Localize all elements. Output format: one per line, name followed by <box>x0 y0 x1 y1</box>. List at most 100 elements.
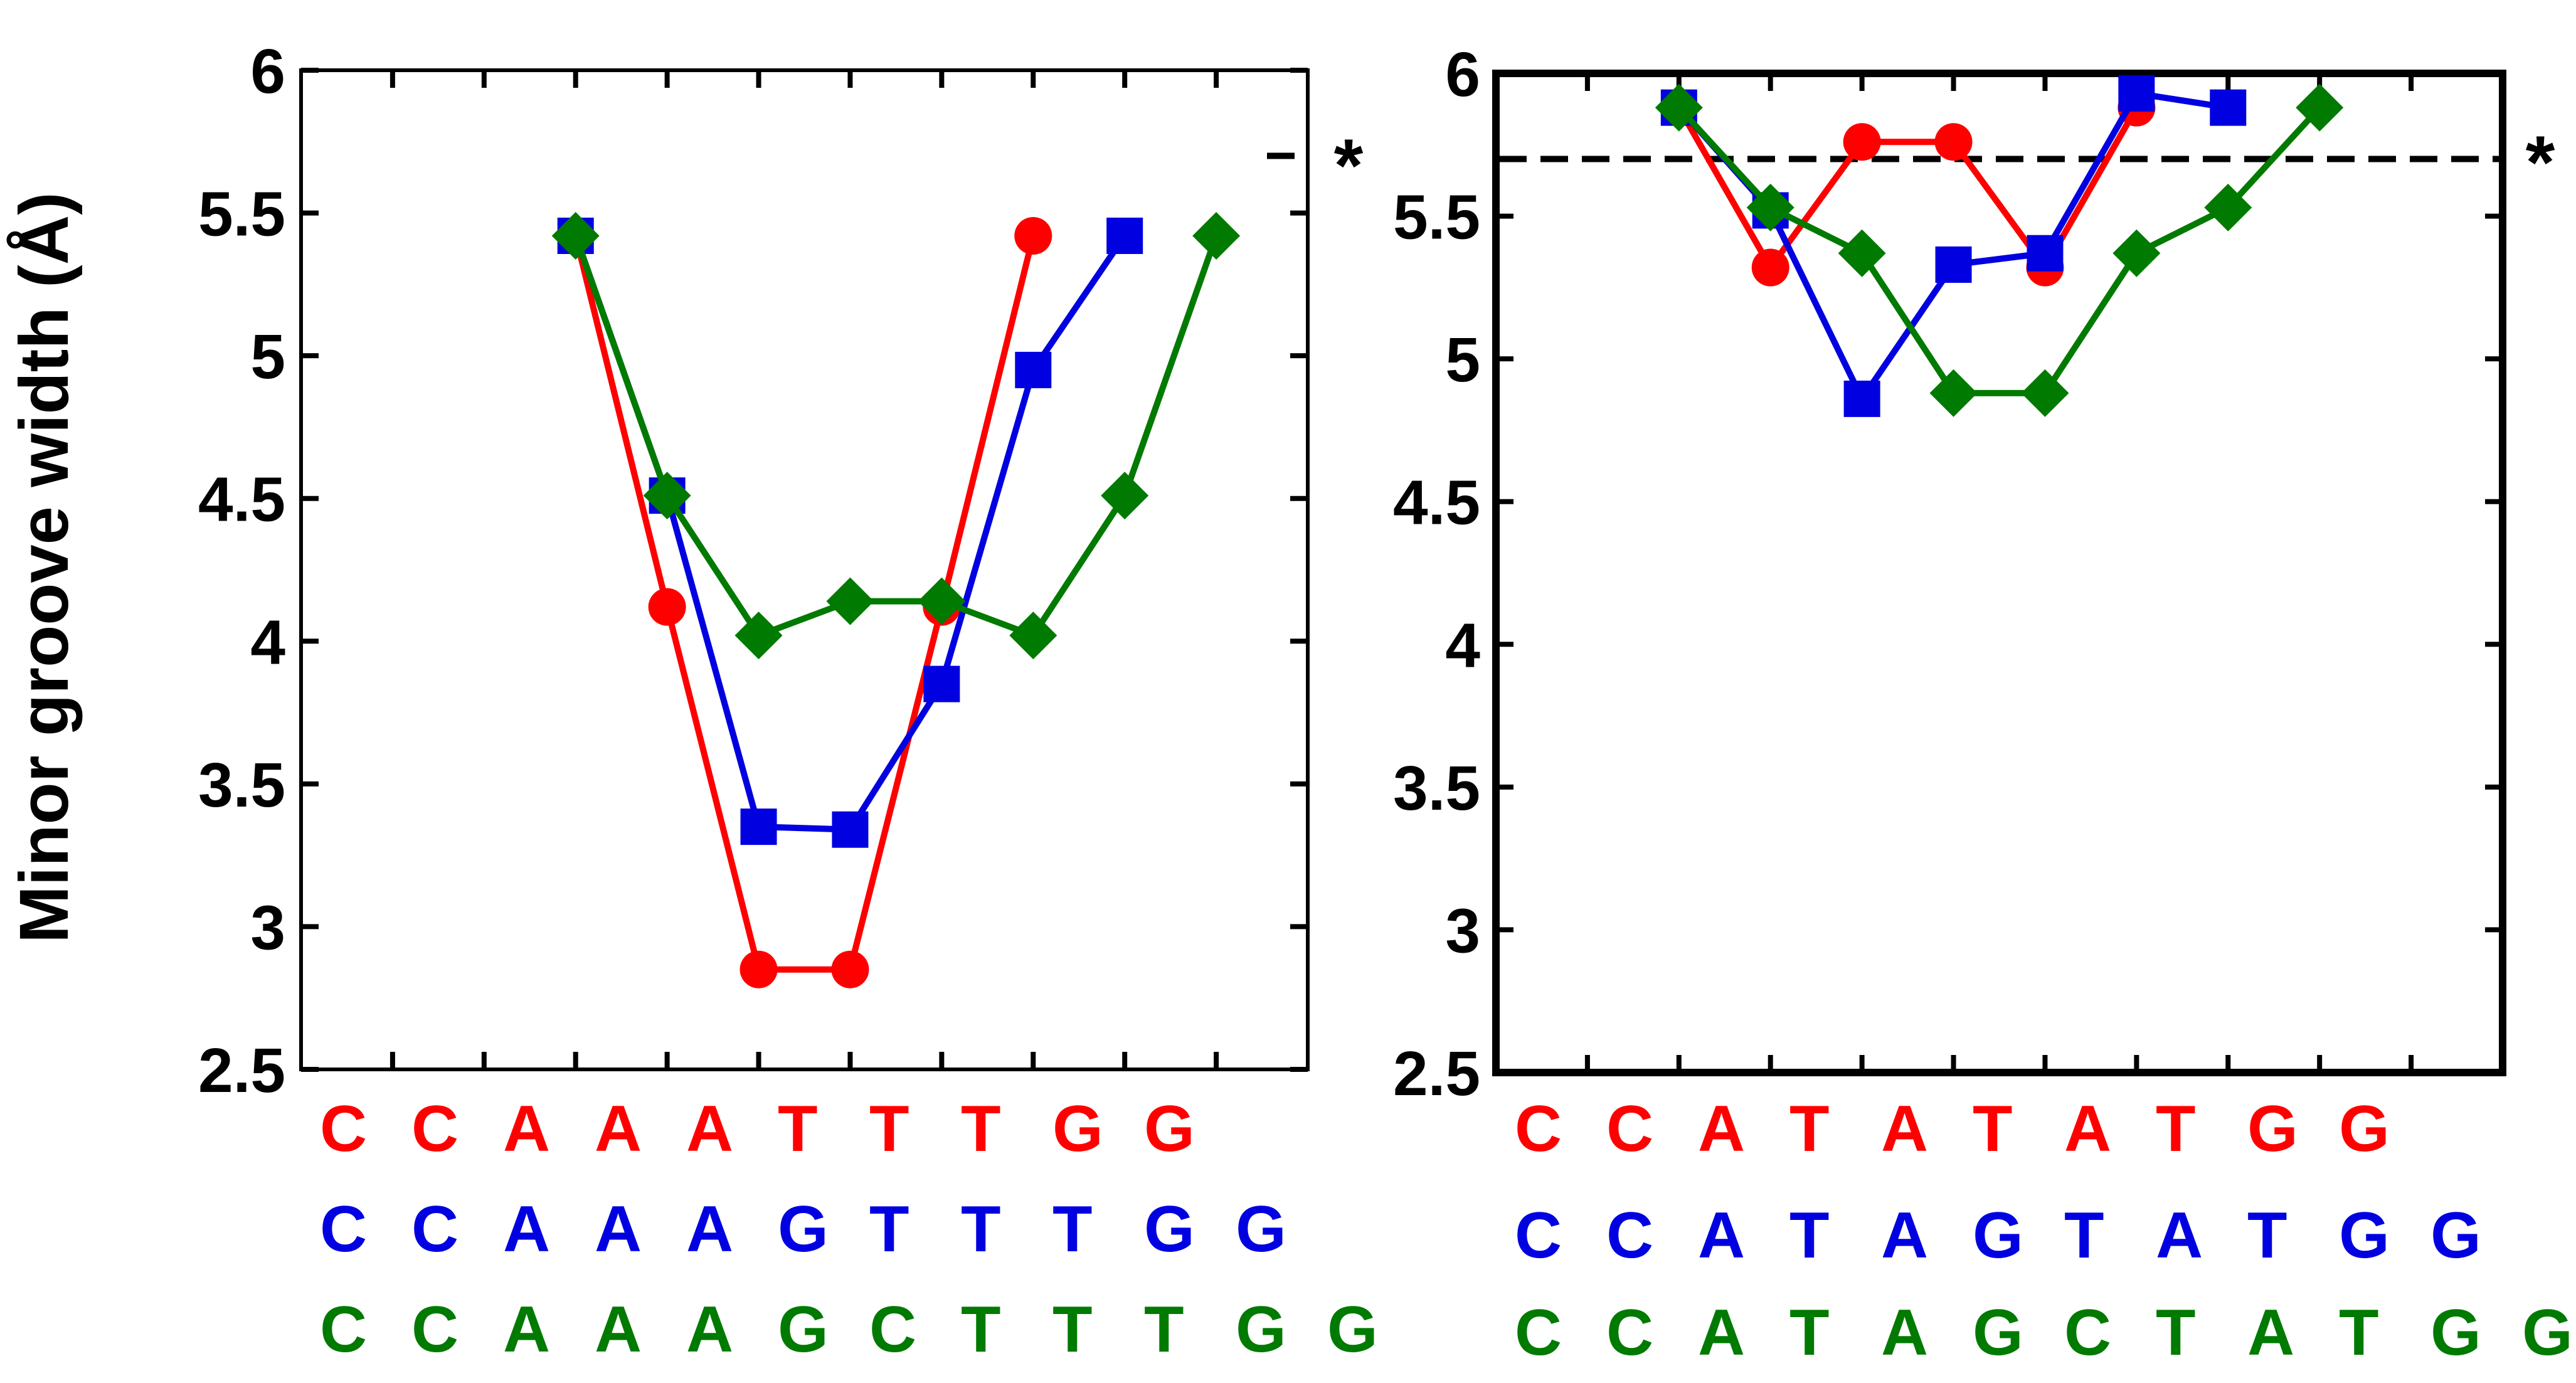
sequence-letter: T <box>961 1093 1001 1165</box>
sequence-letter: G <box>1052 1093 1103 1165</box>
data-point-diamond <box>1655 83 1703 132</box>
sequence-letter: C <box>1606 1199 1653 1272</box>
sequence-letter: C <box>411 1293 458 1366</box>
data-point-diamond <box>918 577 966 625</box>
data-point-square <box>923 665 960 702</box>
sequence-letter: G <box>2247 1093 2298 1165</box>
sequence-letter: T <box>1789 1296 1830 1369</box>
sequence-letter: A <box>503 1293 550 1366</box>
sequence-letter: T <box>2156 1296 2196 1369</box>
sequence-letter: C <box>1515 1296 1562 1369</box>
sequence-letter: T <box>869 1093 909 1165</box>
sequence-letter: C <box>1606 1093 1653 1165</box>
sequence-letter: G <box>2522 1296 2573 1369</box>
sequence-letter: G <box>1327 1293 1378 1366</box>
data-point-diamond <box>1746 183 1794 231</box>
data-point-square <box>1106 217 1143 254</box>
y-tick-label: 4 <box>250 607 285 677</box>
data-point-diamond <box>734 612 783 660</box>
sequence-letter: T <box>1789 1093 1830 1165</box>
sequence-letter: T <box>2339 1296 2379 1369</box>
sequence-letter: G <box>778 1193 829 1266</box>
y-tick-label: 4.5 <box>198 465 285 535</box>
sequence-letter: C <box>1606 1296 1653 1369</box>
sequence-letter: G <box>1144 1093 1195 1165</box>
y-tick-label: 5 <box>1445 325 1480 395</box>
sequence-letter: T <box>1144 1293 1184 1366</box>
sequence-letter: C <box>869 1293 916 1366</box>
sequence-letter: A <box>686 1293 733 1366</box>
data-point-square <box>832 811 869 848</box>
sequence-letter: A <box>2247 1296 2294 1369</box>
sequence-letter: T <box>2247 1199 2287 1272</box>
y-tick-label: 3 <box>250 893 285 963</box>
data-point-square <box>1935 246 1972 283</box>
sequence-letter: A <box>1698 1199 1745 1272</box>
sequence-letter: G <box>2339 1093 2390 1165</box>
data-point-square <box>1843 380 1880 417</box>
sequence-letter: T <box>961 1193 1001 1266</box>
series-line-diamond <box>573 235 1219 639</box>
data-point-square <box>2118 75 2155 112</box>
sequence-letter: A <box>595 1193 642 1266</box>
left-panel: 2.533.544.555.56*C C A A A T T T G GC C A A A G T T T G GC C… <box>198 36 1378 1366</box>
y-tick-label: 3.5 <box>198 750 285 820</box>
right-panel: 2.533.544.555.56*C C A T A T A T G GC C A T A G T A T G GC C… <box>1393 40 2573 1369</box>
data-point-diamond <box>1929 369 1978 417</box>
sequence-letter: A <box>503 1093 550 1165</box>
sequence-letter: C <box>1515 1093 1562 1165</box>
y-tick-label: 4 <box>1445 610 1480 681</box>
data-point-square <box>1015 351 1052 388</box>
sequence-letter: A <box>595 1093 642 1165</box>
sequence-letter: G <box>1973 1199 2023 1272</box>
sequence-letter: A <box>686 1193 733 1266</box>
y-tick-label: 3 <box>1445 896 1480 966</box>
sequence-letter: G <box>2430 1296 2481 1369</box>
data-point-circle <box>739 950 778 988</box>
sequence-letter: A <box>2064 1093 2111 1165</box>
y-axis-title: Minor groove width (Å) <box>6 192 83 943</box>
data-point-diamond <box>1838 229 1886 277</box>
sequence-letter: A <box>1881 1296 1928 1369</box>
sequence-letter: G <box>778 1293 829 1366</box>
sequence-letter: A <box>2156 1199 2203 1272</box>
sequence-letter: G <box>1973 1296 2023 1369</box>
y-tick-label: 4.5 <box>1393 468 1480 538</box>
sequence-letter: T <box>2064 1199 2104 1272</box>
y-tick-label: 2.5 <box>198 1036 285 1106</box>
y-tick-label: 3.5 <box>1393 753 1480 824</box>
sequence-letter: A <box>686 1093 733 1165</box>
series-line-circle <box>572 235 1037 973</box>
sequence-letter: C <box>320 1093 367 1165</box>
sequence-letter: G <box>1144 1193 1195 1266</box>
data-point-diamond <box>643 472 691 520</box>
data-point-circle <box>1934 123 1973 161</box>
data-point-circle <box>831 950 869 988</box>
sequence-letter: A <box>1881 1199 1928 1272</box>
sequence-letter: T <box>961 1293 1001 1366</box>
sequence-letter: T <box>869 1193 909 1266</box>
sequence-letter: T <box>1973 1093 2013 1165</box>
y-tick-label: 6 <box>250 36 285 107</box>
sequence-letter: C <box>411 1093 458 1165</box>
y-tick-label: 5.5 <box>1393 183 1480 253</box>
significance-star: * <box>1334 124 1364 208</box>
plot-frame <box>299 68 1310 1071</box>
data-point-square <box>740 808 777 845</box>
data-point-diamond <box>1192 211 1241 260</box>
y-tick-label: 6 <box>1445 40 1480 110</box>
sequence-letter: A <box>1881 1093 1928 1165</box>
data-point-diamond <box>2112 229 2161 277</box>
data-point-circle <box>648 588 686 626</box>
sequence-letter: C <box>320 1293 367 1366</box>
sequence-letter: G <box>1236 1193 1286 1266</box>
sequence-letter: A <box>1698 1296 1745 1369</box>
y-tick-label: 2.5 <box>1393 1039 1480 1109</box>
sequence-letter: T <box>2156 1093 2196 1165</box>
data-point-circle <box>1014 216 1052 255</box>
significance-star: * <box>2526 120 2555 204</box>
sequence-letter: T <box>1052 1293 1093 1366</box>
series-line-square <box>573 234 1128 833</box>
sequence-letter: G <box>2430 1199 2481 1272</box>
